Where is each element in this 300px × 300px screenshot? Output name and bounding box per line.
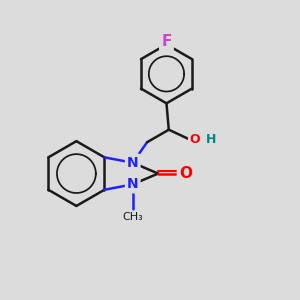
Text: O: O xyxy=(190,133,200,146)
Text: N: N xyxy=(127,156,139,170)
Text: O: O xyxy=(179,166,192,181)
Text: CH₃: CH₃ xyxy=(122,212,143,222)
Text: N: N xyxy=(127,177,139,191)
Text: F: F xyxy=(161,34,172,49)
Text: H: H xyxy=(206,133,216,146)
